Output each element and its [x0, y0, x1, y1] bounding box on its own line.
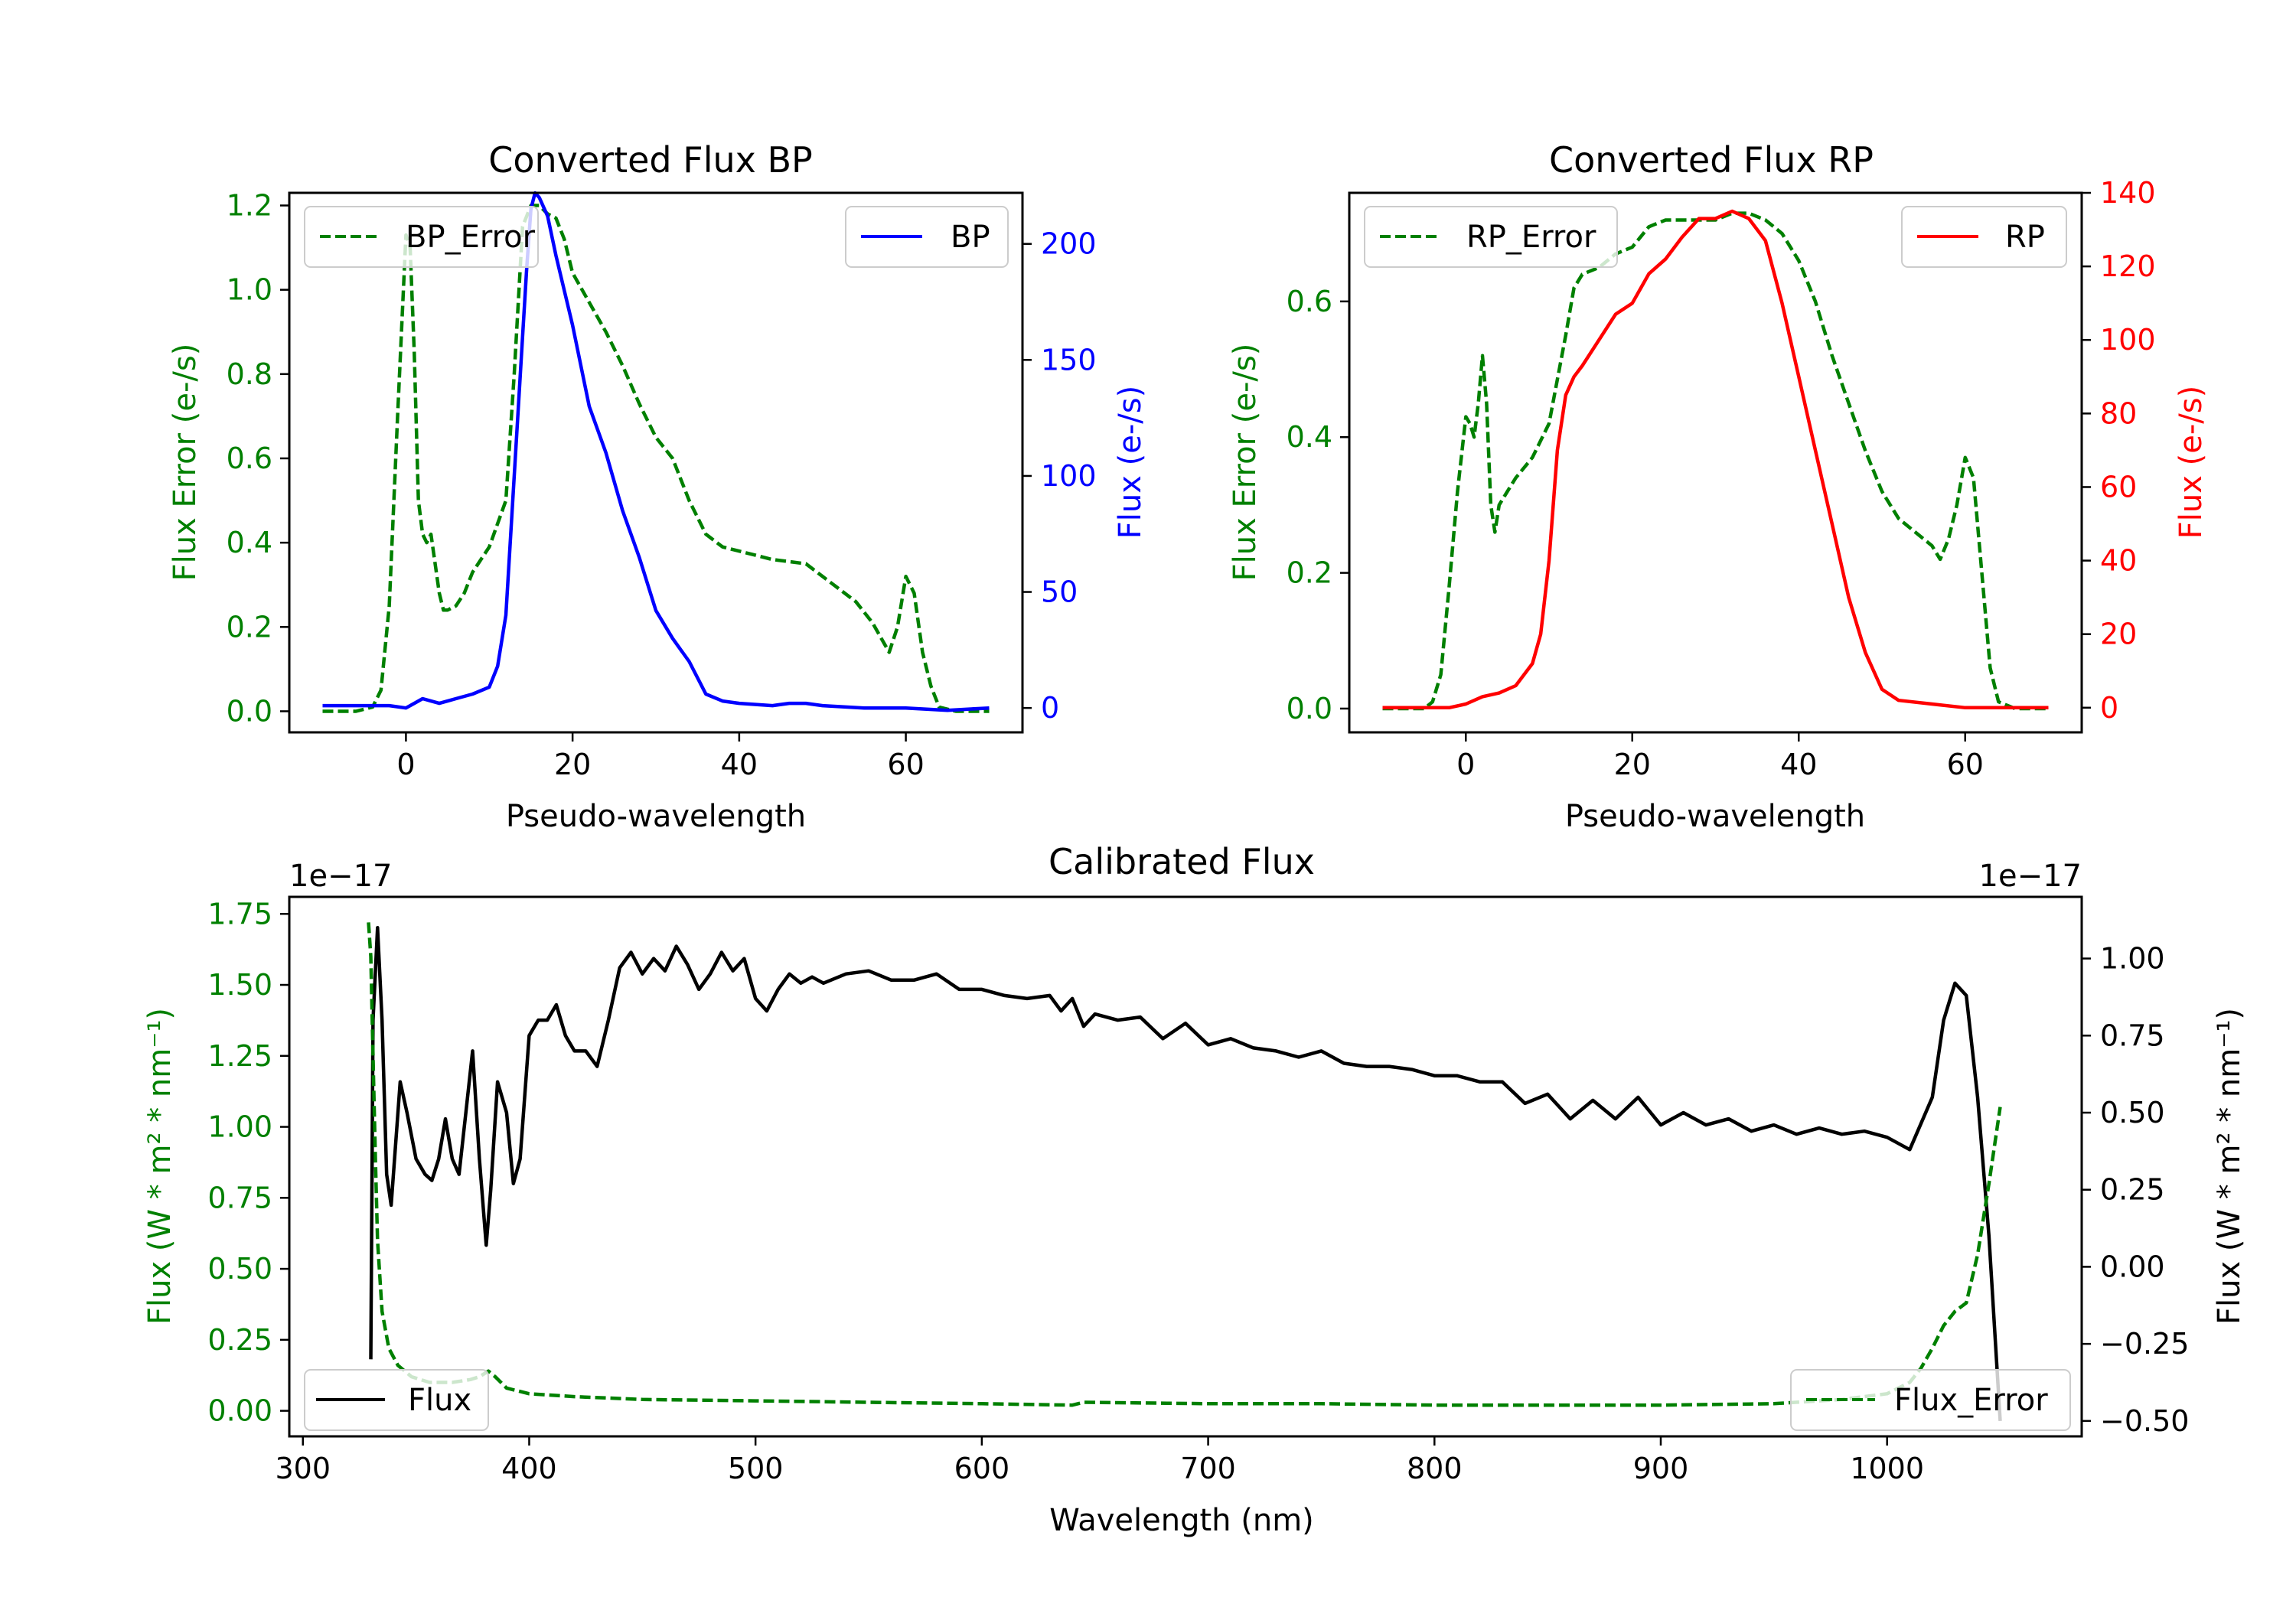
cal-series-flux-line: [369, 926, 2002, 1422]
cal-x-tick-label: 600: [954, 1452, 1010, 1485]
bp-right-y-tick-label: 100: [1041, 459, 1097, 493]
calibrated-chart-panel: Calibrated Flux 300 400 500 600 700 800 900 100…: [142, 841, 2247, 1538]
rp-error-legend: RP_Error: [1364, 206, 1618, 268]
rp-right-y-tick-label: 80: [2100, 396, 2137, 430]
bp-left-y-tick-label: 0.8: [227, 357, 272, 391]
calibrated-error-legend-label: Flux_Error: [1894, 1383, 2048, 1418]
rp-right-y-tick-label: 20: [2100, 618, 2137, 651]
cal-left-y-tick-label: 0.50: [207, 1252, 272, 1286]
bp-right-y-tick-label: 0: [1041, 691, 1059, 725]
rp-right-y-tick-label: 120: [2100, 249, 2156, 283]
bp-right-y-tick-label: 150: [1041, 343, 1097, 376]
calibrated-error-legend: Flux_Error: [1790, 1369, 2071, 1431]
rp-right-y-tick-label: 140: [2100, 176, 2156, 210]
rp-x-tick-label: 40: [1780, 748, 1817, 781]
calibrated-left-axis-label: Flux (W * m² * nm⁻¹): [142, 1008, 178, 1325]
rp-x-tick-label: 60: [1947, 748, 1984, 781]
bp-chart-title: Converted Flux BP: [488, 139, 813, 181]
cal-left-y-tick-label: 1.00: [207, 1110, 272, 1144]
rp-plot-frame: [1348, 191, 2083, 734]
cal-x-tick-label: 800: [1407, 1452, 1463, 1485]
rp-right-y-tick-label: 0: [2100, 691, 2118, 725]
cal-left-y-tick-label: 0.25: [207, 1323, 272, 1357]
bp-plot-frame: [288, 191, 1024, 734]
rp-chart-title: Converted Flux RP: [1549, 139, 1874, 181]
bp-left-y-tick-label: 0.4: [227, 526, 272, 559]
rp-right-axis-label: Flux (e-/s): [2174, 386, 2209, 539]
cal-right-y-tick-label: 0.25: [2100, 1173, 2165, 1207]
bp-series-bp-line: [322, 191, 990, 712]
bp-flux-legend: BP: [845, 206, 1009, 268]
bp-left-y-tick-label: 0.2: [227, 610, 272, 644]
cal-right-y-tick-label: −0.50: [2100, 1404, 2189, 1438]
bp-right-axis-label: Flux (e-/s): [1113, 386, 1148, 539]
rp-left-y-tick-label: 0.6: [1287, 285, 1332, 318]
cal-left-y-tick-label: 1.25: [207, 1039, 272, 1073]
bp-series-bp-error-line: [322, 204, 990, 713]
rp-chart-panel: Converted Flux RP 0 20 40 60 0.0 0.2 0.4 0.6 0…: [1228, 139, 2209, 834]
cal-x-tick-label: 400: [501, 1452, 557, 1485]
bp-x-tick-label: 40: [721, 748, 758, 781]
bp-right-y-tick-label: 200: [1041, 227, 1097, 261]
calibrated-right-axis-label: Flux (W * m² * nm⁻¹): [2212, 1008, 2247, 1325]
rp-series-rp-error-line: [1382, 211, 2049, 711]
bp-chart-panel: Converted Flux BP 0 20 40 60 0.0 0.2 0.4 0.6 0.…: [168, 139, 1148, 834]
cal-right-y-tick-label: 1.00: [2100, 942, 2165, 976]
bp-left-y-tick-label: 0.6: [227, 442, 272, 475]
bp-left-y-tick-label: 1.0: [227, 273, 272, 307]
rp-right-y-tick-label: 100: [2100, 323, 2156, 357]
cal-right-y-tick-label: 0.00: [2100, 1250, 2165, 1283]
cal-left-y-tick-label: 1.50: [207, 968, 272, 1002]
rp-left-axis-label: Flux Error (e-/s): [1228, 344, 1263, 582]
cal-right-y-tick-label: −0.25: [2100, 1327, 2189, 1361]
bp-x-tick-label: 60: [887, 748, 924, 781]
bp-x-axis-label: Pseudo-wavelength: [506, 799, 806, 834]
rp-left-y-tick-label: 0.4: [1287, 420, 1332, 454]
calibrated-flux-legend-label: Flux: [408, 1383, 471, 1418]
cal-x-tick-label: 500: [728, 1452, 784, 1485]
cal-x-tick-label: 1000: [1850, 1452, 1924, 1485]
rp-error-legend-label: RP_Error: [1466, 220, 1596, 255]
cal-x-tick-label: 900: [1633, 1452, 1689, 1485]
cal-x-tick-label: 700: [1180, 1452, 1236, 1485]
bp-x-tick-label: 20: [554, 748, 591, 781]
rp-x-tick-label: 0: [1456, 748, 1475, 781]
rp-left-y-tick-label: 0.0: [1287, 692, 1332, 725]
rp-flux-legend-label: RP: [2005, 220, 2045, 255]
bp-left-y-tick-label: 1.2: [227, 189, 272, 223]
rp-right-y-tick-label: 60: [2100, 470, 2137, 504]
bp-x-tick-label: 0: [396, 748, 415, 781]
rp-series-rp-line: [1382, 209, 2049, 710]
rp-right-y-tick-label: 40: [2100, 544, 2137, 578]
cal-right-y-tick-label: 0.75: [2100, 1019, 2165, 1052]
rp-flux-legend: RP: [1901, 206, 2067, 268]
bp-right-y-tick-label: 50: [1041, 575, 1078, 609]
bp-left-y-tick-label: 0.0: [227, 694, 272, 728]
calibrated-x-axis-label: Wavelength (nm): [1049, 1503, 1314, 1538]
bp-left-axis-label: Flux Error (e-/s): [168, 344, 203, 582]
cal-left-y-tick-label: 0.00: [207, 1394, 272, 1428]
calibrated-left-offset-label: 1e−17: [289, 859, 392, 894]
rp-left-y-tick-label: 0.2: [1287, 556, 1332, 590]
cal-right-y-tick-label: 0.50: [2100, 1096, 2165, 1129]
bp-flux-legend-label: BP: [951, 220, 990, 255]
calibrated-chart-title: Calibrated Flux: [1049, 841, 1315, 882]
calibrated-plot-frame: [288, 895, 2083, 1438]
cal-x-tick-label: 300: [275, 1452, 331, 1485]
cal-left-y-tick-label: 1.75: [207, 897, 272, 931]
calibrated-right-offset-label: 1e−17: [1979, 859, 2082, 894]
bp-error-legend-label: BP_Error: [406, 220, 536, 255]
bp-error-legend: BP_Error: [304, 206, 539, 268]
rp-x-axis-label: Pseudo-wavelength: [1565, 799, 1865, 834]
rp-x-tick-label: 20: [1614, 748, 1651, 781]
cal-left-y-tick-label: 0.75: [207, 1181, 272, 1214]
calibrated-flux-legend: Flux: [304, 1369, 489, 1431]
